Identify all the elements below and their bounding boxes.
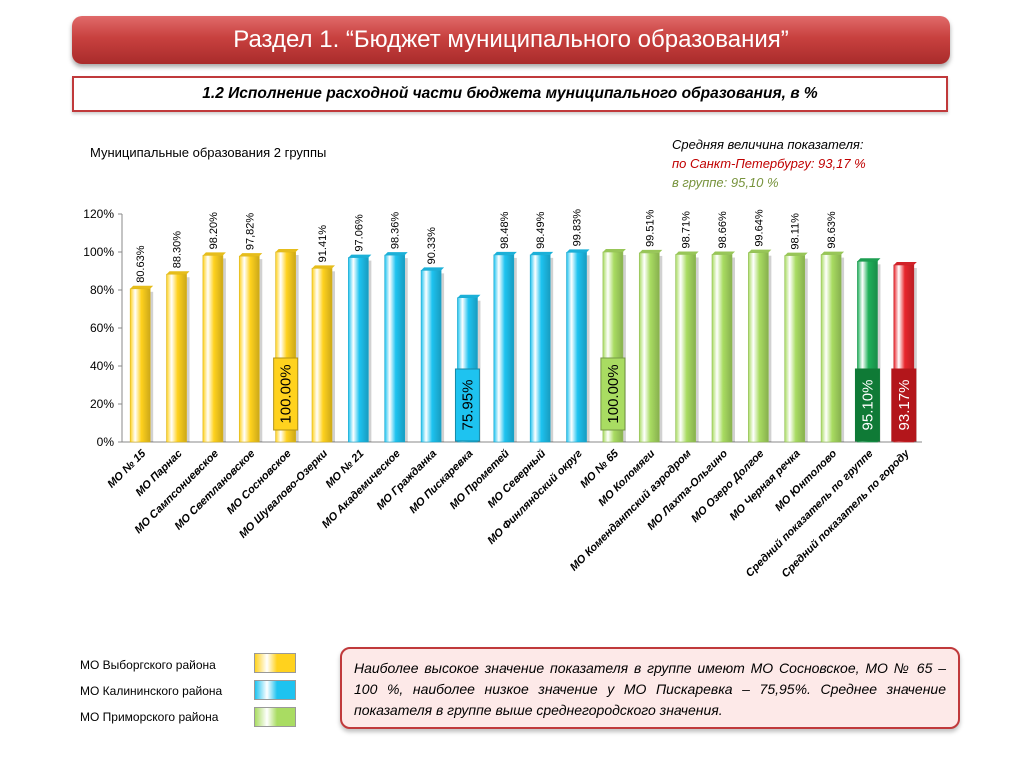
bar [166, 273, 187, 443]
bar-value-label: 95.10% [859, 380, 876, 431]
bar-value-box [891, 368, 917, 442]
bar [311, 268, 333, 443]
averages-heading: Средняя величина показателя: [672, 137, 864, 152]
summary-note: Наиболее высокое значение показателя в г… [340, 647, 960, 729]
category-label: Средний показатель по городу [779, 447, 912, 580]
bar-top [457, 294, 481, 298]
legend-label-kalinin: МО Калининского района [80, 684, 223, 698]
legend-label-vyborg: МО Выборгского района [80, 658, 216, 672]
average-city: по Санкт-Петербургу: 93,17 % [672, 156, 866, 171]
bar [566, 252, 587, 443]
bar-value-box [854, 368, 880, 442]
category-label: МО Юнтолово [773, 447, 839, 513]
bar-top [712, 251, 735, 255]
legend-label-primorsk: МО Приморского района [80, 710, 219, 724]
bar-top [675, 251, 699, 255]
bar [202, 255, 224, 443]
bar [348, 257, 369, 443]
bar [238, 255, 260, 443]
bar-top [530, 251, 554, 255]
y-tick-label: 80% [90, 283, 114, 297]
bar-top [893, 261, 917, 265]
bar [675, 254, 696, 443]
y-tick-label: 40% [90, 359, 114, 373]
bar [748, 252, 769, 443]
bar-value-label: 80.63% [135, 245, 147, 283]
bar [820, 254, 842, 443]
bar-top [602, 249, 626, 252]
bar-top [821, 251, 845, 255]
chart-group-title: Муниципальные образования 2 группы [90, 145, 327, 160]
slide-title: Раздел 1. “Бюджет муниципального образов… [72, 16, 950, 64]
bar-top [239, 253, 263, 257]
bar-value-label: 98.49% [535, 211, 547, 249]
bar-value-label: 97.06% [353, 214, 365, 252]
bar-value-box [600, 357, 626, 431]
bar-value-label: 99.64% [753, 209, 765, 247]
bar-top [130, 285, 154, 289]
bar-value-label: 100.00% [605, 364, 622, 423]
bar-top [784, 252, 808, 256]
bar-value-label: 98.66% [717, 211, 729, 249]
bar [711, 254, 733, 443]
bar-value-label: 99.51% [644, 209, 656, 247]
bar-value-label: 88.30% [172, 231, 184, 269]
bar [493, 254, 515, 443]
y-tick-label: 100% [83, 245, 114, 259]
bar [638, 252, 660, 443]
bar-value-label: 100.00% [278, 364, 295, 423]
bar-top [639, 249, 663, 253]
y-tick-label: 0% [97, 435, 115, 449]
bar [384, 254, 406, 443]
bar-top [348, 254, 372, 258]
slide-subtitle: 1.2 Исполнение расходной части бюджета м… [72, 76, 948, 112]
bar-top [566, 249, 590, 253]
bar-value-label: 98.71% [681, 211, 693, 249]
bar-top [421, 267, 445, 271]
bar-value-label: 98.11% [790, 213, 802, 250]
bar-value-box [273, 357, 299, 431]
bar-value-label: 75.95% [459, 380, 476, 431]
bar [529, 254, 551, 443]
bar-value-label: 98.36% [390, 212, 402, 250]
bar [420, 270, 442, 443]
bar-top [166, 271, 190, 275]
legend-swatch-primorsk [254, 707, 296, 727]
bar-value-label: 98.48% [499, 211, 511, 249]
average-group: в группе: 95,10 % [672, 175, 779, 190]
bar-top [857, 258, 881, 262]
bar-value-label: 99.83% [572, 209, 584, 247]
legend-swatch-kalinin [254, 680, 296, 700]
bar-chart: 0%20%40%60%80%100%120%80.63%МО № 1588.30… [83, 207, 922, 580]
category-label: МО Черная речка [728, 448, 803, 523]
bar-top [275, 249, 299, 252]
bar [784, 255, 806, 443]
bar-top [312, 265, 335, 269]
bar [129, 288, 151, 443]
bar-top [493, 251, 517, 255]
legend-swatch-vyborg [254, 653, 296, 673]
bar-top [384, 252, 408, 256]
y-tick-label: 120% [83, 207, 114, 221]
averages-block: Средняя величина показателя: по Санкт-Пе… [672, 135, 866, 192]
bar-value-label: 91.41% [317, 225, 329, 263]
category-label: МО Сосновское [225, 448, 294, 517]
y-tick-label: 60% [90, 321, 114, 335]
bar-value-label: 98.20% [208, 212, 220, 250]
y-tick-label: 20% [90, 397, 114, 411]
bar-value-box [454, 368, 480, 442]
bar-value-label: 98.63% [826, 211, 838, 249]
bar-value-label: 97,82% [244, 213, 256, 251]
category-label: МО Пискаревка [407, 448, 475, 516]
bar-value-label: 93.17% [896, 380, 913, 431]
bar-top [748, 249, 772, 253]
bar-top [202, 252, 226, 256]
bar-value-label: 90.33% [426, 227, 438, 265]
